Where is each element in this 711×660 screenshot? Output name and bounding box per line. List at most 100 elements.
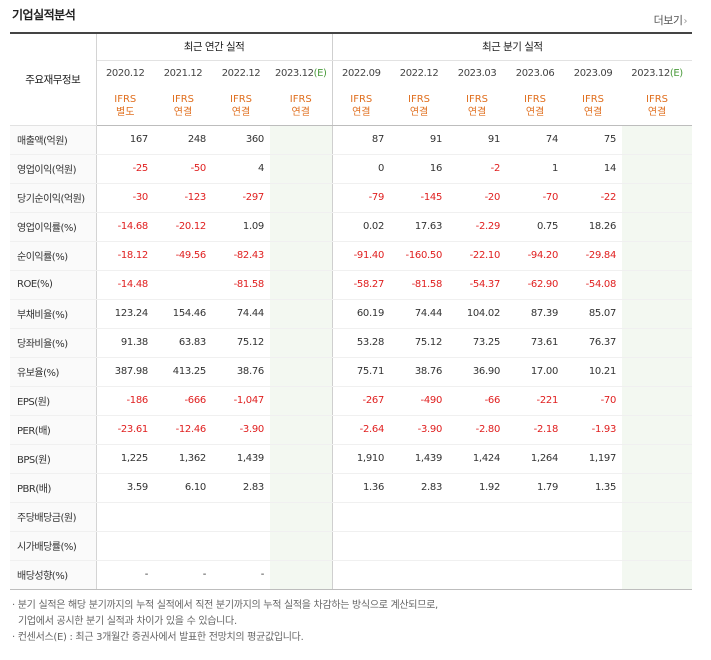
period-label: 2023.09: [573, 68, 613, 80]
table-cell: [622, 415, 693, 445]
period-label: 2023.06: [515, 68, 555, 80]
period-header: 2023.12(E): [622, 60, 693, 87]
table-cell: -62.90: [506, 270, 565, 300]
table-cell: -12.46: [154, 415, 212, 445]
table-cell: 1,197: [564, 444, 623, 474]
table-cell: 63.83: [154, 328, 212, 358]
period-header: 2023.09: [564, 60, 623, 87]
table-cell: -91.40: [332, 241, 391, 271]
row-label: EPS(원): [10, 385, 97, 416]
table-cell: 74: [506, 125, 565, 155]
more-link[interactable]: 더보기›: [654, 12, 688, 28]
table-cell: 75.12: [390, 328, 449, 358]
table-cell: 154.46: [154, 298, 212, 329]
ifrs-basis-header: IFRS 연결: [270, 87, 333, 126]
table-cell: [506, 560, 565, 590]
accounting-standard: IFRS: [230, 93, 252, 105]
table-cell: -2.64: [332, 415, 391, 445]
table-row: PER(배) -23.61 -12.46 -3.90 -2.64 -3.90 -2.80 -2…: [10, 415, 693, 445]
table-cell: [622, 531, 693, 561]
table-cell: 76.37: [564, 328, 623, 358]
table-cell: [212, 501, 270, 532]
table-cell: 1.36: [332, 473, 391, 503]
table-cell: 18.26: [564, 211, 623, 242]
table-row: 매출액(억원) 167 248 360 87 91 91 74 75: [10, 125, 693, 155]
ifrs-basis-header: IFRS 별도: [96, 87, 154, 126]
row-label: 주당배당금(원): [10, 501, 97, 532]
table-cell: -1.93: [564, 415, 623, 445]
consolidation-basis: 연결: [583, 106, 603, 118]
table-cell: [622, 154, 693, 184]
ifrs-basis-header: IFRS 연결: [448, 87, 507, 126]
table-cell: [506, 501, 565, 532]
consolidation-basis: 연결: [647, 106, 667, 118]
table-cell: 387.98: [96, 357, 154, 387]
table-row: 당기순이익(억원) -30 -123 -297 -79 -145 -20 -70 -22: [10, 183, 693, 213]
table-cell: 17.00: [506, 357, 565, 387]
row-label: 순이익률(%): [10, 241, 97, 271]
table-cell: [270, 270, 333, 300]
period-label: 2023.12: [631, 68, 670, 80]
row-label: 당좌비율(%): [10, 328, 97, 358]
consolidation-basis: 별도: [116, 106, 135, 118]
table-cell: 0.02: [332, 211, 391, 242]
ifrs-basis-header: IFRS 연결: [564, 87, 623, 126]
accounting-standard: IFRS: [350, 93, 373, 105]
table-cell: 2.83: [390, 473, 449, 503]
table-cell: [270, 125, 333, 155]
row-label: 유보율(%): [10, 357, 97, 387]
table-cell: [270, 328, 333, 358]
table-cell: [622, 385, 693, 416]
table-cell: 1,439: [212, 444, 270, 474]
table-cell: 73.25: [448, 328, 507, 358]
table-cell: -58.27: [332, 270, 391, 300]
table-cell: 1.92: [448, 473, 507, 503]
table-cell: [96, 531, 154, 561]
consolidation-basis: 연결: [467, 106, 487, 118]
table-cell: -267: [332, 385, 391, 416]
row-header: 주요재무정보: [10, 32, 97, 126]
table-cell: 85.07: [564, 298, 623, 329]
row-label: 시가배당률(%): [10, 531, 97, 561]
table-cell: 74.44: [390, 298, 449, 329]
table-cell: [154, 270, 212, 300]
table-cell: 167: [96, 125, 154, 155]
table-cell: -79: [332, 183, 391, 213]
table-cell: 248: [154, 125, 212, 155]
row-label: 당기순이익(억원): [10, 183, 97, 213]
consolidation-basis: 연결: [231, 106, 251, 118]
table-cell: -123: [154, 183, 212, 213]
consolidation-basis: 연결: [291, 106, 310, 118]
ifrs-basis-header: IFRS 연결: [622, 87, 693, 126]
table-cell: -186: [96, 385, 154, 416]
table-cell: -20.12: [154, 211, 212, 242]
table-cell: [622, 501, 693, 532]
table-cell: [622, 357, 693, 387]
table-cell: -50: [154, 154, 212, 184]
estimate-mark: (E): [313, 68, 327, 80]
accounting-standard: IFRS: [172, 93, 194, 105]
table-cell: [332, 531, 391, 561]
table-cell: [622, 444, 693, 474]
table-cell: [270, 183, 333, 213]
table-cell: 87: [332, 125, 391, 155]
table-cell: [622, 125, 693, 155]
table-row: 영업이익률(%) -14.68 -20.12 1.09 0.02 17.63 -2.29 0.…: [10, 211, 693, 242]
table-cell: [622, 183, 693, 213]
table-cell: -81.58: [390, 270, 449, 300]
table-cell: 104.02: [448, 298, 507, 329]
table-cell: 1: [506, 154, 565, 184]
table-cell: 1,910: [332, 444, 391, 474]
table-cell: -3.90: [212, 415, 270, 445]
table-cell: -82.43: [212, 241, 270, 271]
table-row: BPS(원) 1,225 1,362 1,439 1,910 1,439 1,424 1,26…: [10, 444, 693, 474]
chevron-right-icon: ›: [683, 16, 688, 27]
table-cell: 10.21: [564, 357, 623, 387]
table-cell: 1,439: [390, 444, 449, 474]
table-cell: 74.44: [212, 298, 270, 329]
table-cell: -70: [564, 385, 623, 416]
table-cell: 3.59: [96, 473, 154, 503]
quarter-group-header: 최근 분기 실적: [332, 32, 693, 61]
table-cell: [622, 298, 693, 329]
table-cell: [154, 501, 212, 532]
